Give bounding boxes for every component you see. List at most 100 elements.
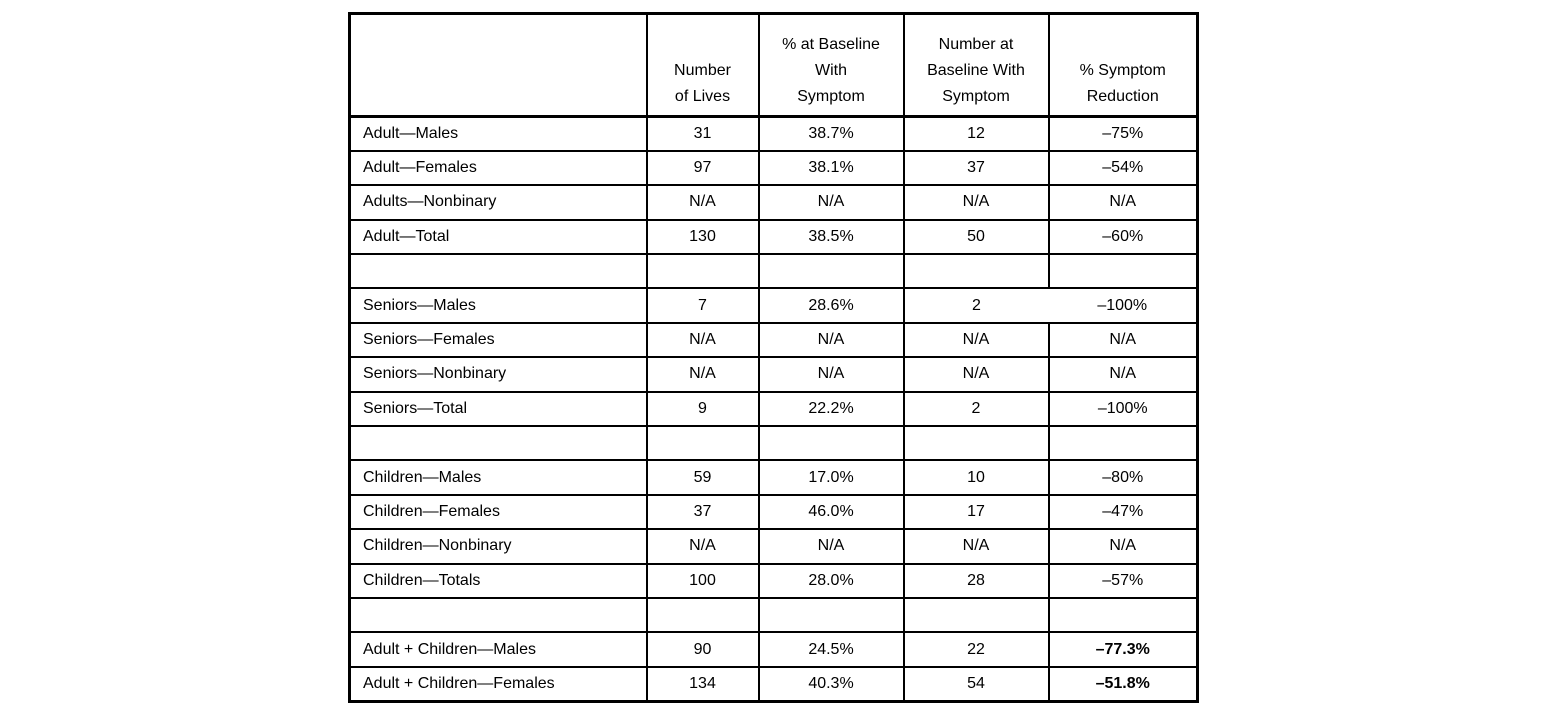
table-row: Seniors—Total 9 22.2% 2 –100% [348,390,1199,428]
table-cell [645,253,760,290]
col-header-number-of-lives: Number of Lives [645,12,760,118]
spacer-row [348,596,1199,634]
table-cell: 54 [902,665,1050,703]
table-cell: –47% [1047,493,1199,531]
table-cell: 97 [645,149,760,187]
table-cell [902,253,1050,290]
row-label: Children—Males [348,459,648,496]
table-cell: N/A [757,528,905,565]
table-row: Children—Males 59 17.0% 10 –80% [348,459,1199,496]
table-cell: 22.2% [757,390,905,428]
table-cell [902,596,1050,634]
table-cell [757,596,905,634]
row-label: Seniors—Males [348,287,648,324]
table-cell: –51.8% [1047,665,1199,703]
row-label: Adult—Females [348,149,648,187]
table-cell: 59 [645,459,760,496]
table-row: Adult—Total 130 38.5% 50 –60% [348,218,1199,256]
table-cell [1047,253,1199,290]
spacer-row [348,425,1199,462]
table-cell: 38.5% [757,218,905,256]
table-cell: N/A [1047,184,1199,221]
table-cell: N/A [757,356,905,393]
table-row: Adult + Children—Females 134 40.3% 54 –51.8% [348,665,1199,703]
table-cell: N/A [645,321,760,359]
table-cell: –77.3% [1047,631,1199,668]
table-cell: N/A [902,184,1050,221]
row-label: Adult—Males [348,115,648,152]
table-cell [1047,596,1199,634]
table-cell: –80% [1047,459,1199,496]
table-cell: 46.0% [757,493,905,531]
table-row: Seniors—Females N/A N/A N/A N/A [348,321,1199,359]
table-cell: 28.6% [757,287,905,324]
table-cell: 2 [902,287,1050,324]
table-cell: N/A [645,184,760,221]
table-cell [757,425,905,462]
table-cell: N/A [902,528,1050,565]
row-label [348,425,648,462]
table-cell: 12 [902,115,1050,152]
table-cell [1047,425,1199,462]
table-cell: N/A [645,356,760,393]
row-label [348,596,648,634]
table-cell: 17 [902,493,1050,531]
table-row: Adult + Children—Males 90 24.5% 22 –77.3% [348,631,1199,668]
table-cell: 17.0% [757,459,905,496]
spacer-row [348,253,1199,290]
table-cell: N/A [1047,321,1199,359]
table-cell: 7 [645,287,760,324]
table-cell: 38.1% [757,149,905,187]
symptom-reduction-table: Number of Lives % at Baseline With Sympt… [348,12,1199,703]
table-cell: 9 [645,390,760,428]
table-cell: 28.0% [757,562,905,599]
table-cell: –57% [1047,562,1199,599]
row-label: Adults—Nonbinary [348,184,648,221]
table-row: Adults—Nonbinary N/A N/A N/A N/A [348,184,1199,221]
table-cell: 38.7% [757,115,905,152]
table-cell: N/A [902,321,1050,359]
row-label [348,253,648,290]
table-cell: 134 [645,665,760,703]
table-cell [645,596,760,634]
table-cell: 37 [645,493,760,531]
row-label: Adult + Children—Males [348,631,648,668]
row-label: Seniors—Total [348,390,648,428]
table-cell [645,425,760,462]
table-cell: 24.5% [757,631,905,668]
row-label: Adult + Children—Females [348,665,648,703]
table-cell: –100% [1047,390,1199,428]
col-header-pct-at-baseline: % at Baseline With Symptom [757,12,905,118]
table-cell: 10 [902,459,1050,496]
table-row: Seniors—Males 7 28.6% 2 –100% [348,287,1199,324]
table-cell: 50 [902,218,1050,256]
col-header-number-at-baseline: Number at Baseline With Symptom [902,12,1050,118]
table-row: Adult—Males 31 38.7% 12 –75% [348,115,1199,152]
table-cell: N/A [1047,528,1199,565]
table-cell: N/A [757,184,905,221]
table-cell: –100% [1048,287,1199,324]
row-label: Children—Nonbinary [348,528,648,565]
table-row: Children—Nonbinary N/A N/A N/A N/A [348,528,1199,565]
table-cell: N/A [757,321,905,359]
table-cell: –60% [1047,218,1199,256]
table-cell: 130 [645,218,760,256]
table-cell [757,253,905,290]
table-row: Seniors—Nonbinary N/A N/A N/A N/A [348,356,1199,393]
table-cell: –54% [1047,149,1199,187]
row-label: Adult—Total [348,218,648,256]
table-cell: N/A [902,356,1050,393]
table-cell: N/A [645,528,760,565]
row-label: Children—Totals [348,562,648,599]
table-row: Children—Totals 100 28.0% 28 –57% [348,562,1199,599]
col-header-blank [348,12,648,118]
table-cell: 100 [645,562,760,599]
table-cell: 37 [902,149,1050,187]
table-cell: N/A [1047,356,1199,393]
table-cell: 31 [645,115,760,152]
header-row: Number of Lives % at Baseline With Sympt… [348,12,1199,118]
table-row: Children—Females 37 46.0% 17 –47% [348,493,1199,531]
table-row: Adult—Females 97 38.1% 37 –54% [348,149,1199,187]
table-cell: 28 [902,562,1050,599]
